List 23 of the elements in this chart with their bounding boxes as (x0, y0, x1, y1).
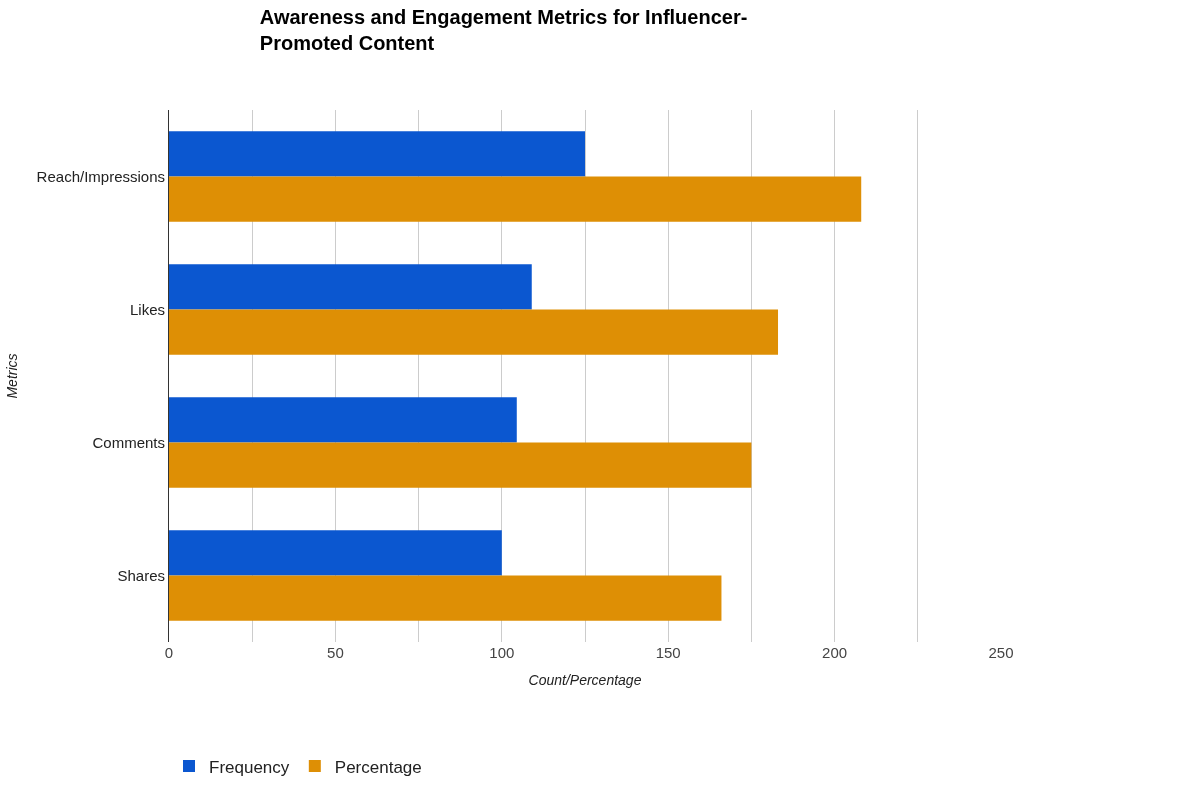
bar (169, 131, 585, 177)
y-axis-title: Metrics (4, 353, 21, 399)
x-tick-label: 200 (822, 644, 848, 661)
bar (169, 176, 862, 222)
x-tick-label: 0 (164, 644, 174, 661)
bar (169, 575, 722, 621)
legend-label: Frequency (209, 757, 290, 777)
x-tick-label: 150 (655, 644, 681, 661)
bar (169, 442, 752, 488)
y-tick-label: Comments (92, 433, 165, 451)
x-tick-label: 100 (489, 644, 515, 661)
bar (169, 264, 532, 310)
bar (169, 309, 779, 355)
chart-title: Awareness and Engagement Metrics for Influencer- Promoted Content (259, 5, 748, 54)
y-tick-label: Shares (117, 566, 165, 584)
y-tick-label: Reach/Impressions (36, 167, 165, 185)
x-tick-label: 50 (327, 644, 344, 661)
bar (169, 530, 502, 576)
bar (169, 397, 517, 443)
x-tick-label: 250 (988, 644, 1014, 661)
y-tick-label: Likes (129, 300, 165, 318)
legend-label: Percentage (334, 757, 422, 777)
x-axis-title: Count/Percentage (528, 672, 642, 689)
